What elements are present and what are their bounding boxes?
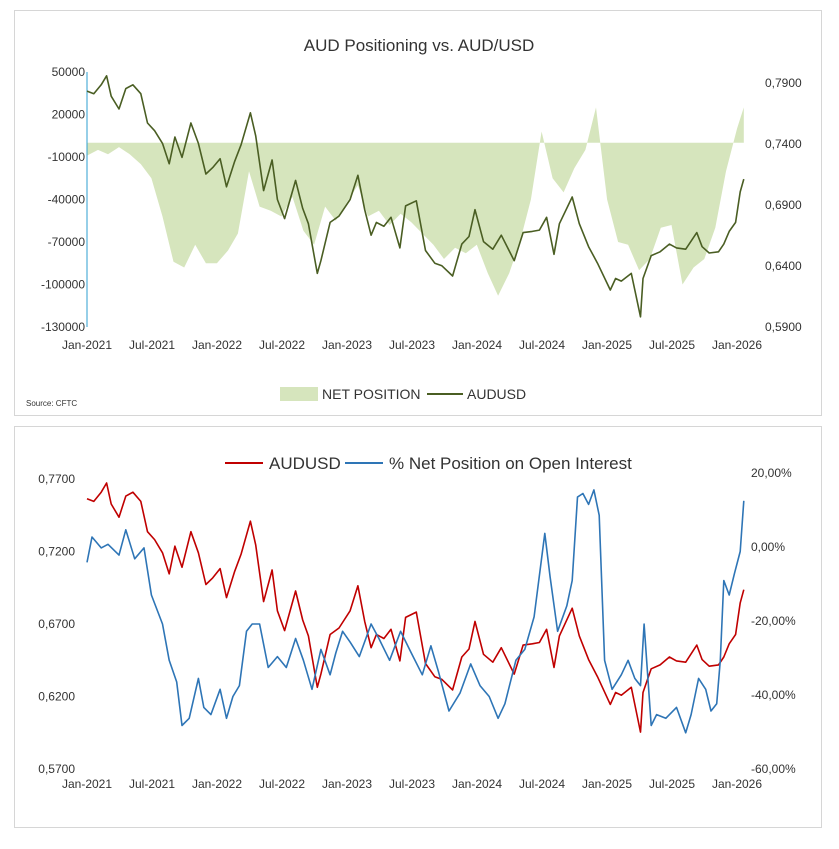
y-left-tick-label: 50000 <box>52 65 86 79</box>
y-right-tick-label: 20,00% <box>751 466 792 480</box>
x-tick-label: Jan-2022 <box>192 777 242 791</box>
source-note: Source: CFTC <box>26 399 77 408</box>
x-tick-label: Jul-2021 <box>129 777 175 791</box>
x-tick-label: Jan-2025 <box>582 777 632 791</box>
x-tick-label: Jan-2023 <box>322 338 372 352</box>
y-left-tick-label: 20000 <box>52 108 86 122</box>
x-tick-label: Jul-2022 <box>259 338 305 352</box>
audusd-line <box>86 75 745 318</box>
x-tick-label: Jul-2025 <box>649 338 695 352</box>
y-left-tick-label: 0,6200 <box>38 690 75 704</box>
legend-net-position-swatch <box>280 387 318 401</box>
x-tick-label: Jul-2021 <box>129 338 175 352</box>
x-tick-label: Jul-2022 <box>259 777 305 791</box>
legend-pct-label: % Net Position on Open Interest <box>389 454 632 473</box>
y-right-tick-label: 0,7900 <box>765 76 802 90</box>
y-right-tick-label: 0,00% <box>751 540 785 554</box>
y-left-tick-label: -40000 <box>48 193 86 207</box>
y-right-tick-label: -20,00% <box>751 614 796 628</box>
y-right-tick-label: 0,6400 <box>765 259 802 273</box>
x-tick-label: Jan-2024 <box>452 338 502 352</box>
chart-bottom-svg: AUDUSD % Net Position on Open Interest J… <box>38 454 796 791</box>
x-tick-label: Jul-2023 <box>389 777 435 791</box>
legend-net-position-label: NET POSITION <box>322 386 421 402</box>
y-right-tick-label: -40,00% <box>751 688 796 702</box>
y-left-tick-label: -100000 <box>41 278 85 292</box>
x-tick-label: Jan-2025 <box>582 338 632 352</box>
y-right-tick-label: -60,00% <box>751 762 796 776</box>
x-tick-label: Jul-2025 <box>649 777 695 791</box>
y-left-tick-label: -10000 <box>48 150 86 164</box>
y-right-tick-label: 0,6900 <box>765 198 802 212</box>
x-tick-label: Jan-2022 <box>192 338 242 352</box>
x-tick-label: Jan-2021 <box>62 338 112 352</box>
x-tick-label: Jul-2023 <box>389 338 435 352</box>
y-left-tick-label: 0,7200 <box>38 545 75 559</box>
x-tick-label: Jul-2024 <box>519 777 565 791</box>
y-right-tick-label: 0,7400 <box>765 137 802 151</box>
chart-title: AUD Positioning vs. AUD/USD <box>304 36 535 55</box>
x-tick-label: Jan-2024 <box>452 777 502 791</box>
audusd-line <box>86 482 745 733</box>
x-tick-label: Jan-2026 <box>712 777 762 791</box>
y-left-tick-label: 0,7700 <box>38 472 75 486</box>
y-left-tick-label: -130000 <box>41 320 85 334</box>
pct-net-position-line <box>86 489 745 734</box>
y-right-tick-label: 0,5900 <box>765 320 802 334</box>
chart-panel-bottom: AUDUSD % Net Position on Open Interest J… <box>14 426 822 828</box>
x-tick-label: Jan-2021 <box>62 777 112 791</box>
chart-panel-top: AUD Positioning vs. AUD/USD Jan-2021 Jul-… <box>14 10 822 416</box>
legend-audusd-label: AUDUSD <box>269 454 341 473</box>
legend-audusd-label: AUDUSD <box>467 386 526 402</box>
chart-top-svg: AUD Positioning vs. AUD/USD Jan-2021 Jul-… <box>26 36 802 408</box>
x-tick-label: Jul-2024 <box>519 338 565 352</box>
x-tick-label: Jan-2023 <box>322 777 372 791</box>
y-left-tick-label: 0,5700 <box>38 762 75 776</box>
x-tick-label: Jan-2026 <box>712 338 762 352</box>
y-left-tick-label: -70000 <box>48 235 86 249</box>
y-left-tick-label: 0,6700 <box>38 617 75 631</box>
